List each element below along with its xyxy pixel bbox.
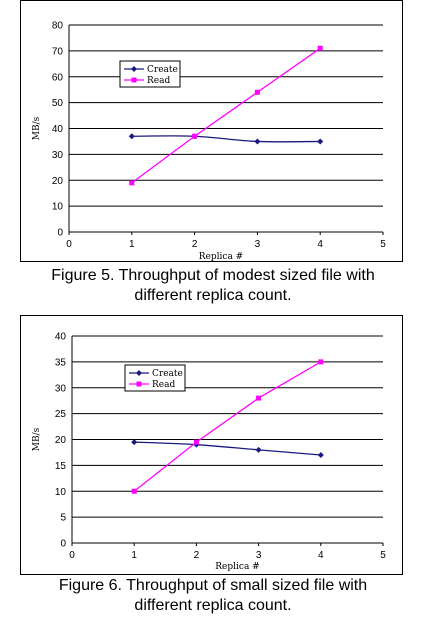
legend-marker-create: [136, 370, 142, 376]
y-tick-label: 35: [55, 357, 67, 368]
data-point-create: [254, 138, 261, 145]
x-tick-label: 4: [318, 550, 324, 561]
y-tick-label: 15: [55, 461, 67, 472]
data-point-read: [317, 45, 323, 51]
x-tick-label: 5: [380, 239, 386, 250]
series-line-read: [133, 361, 322, 492]
series-line-read: [131, 47, 321, 184]
data-point-create: [255, 446, 262, 453]
data-point-create: [128, 133, 135, 140]
data-point-read: [131, 488, 137, 494]
x-tick-label: 1: [129, 239, 135, 250]
data-point-read: [192, 133, 198, 139]
figure-5: 0 10 20 30 40 50 60 70 80 0 1 2 3 4 5 Replica # MB/s Crea…: [0, 0, 426, 304]
caption-line-2: different replica count.: [134, 287, 292, 304]
figure-6: 0 5 10 15 20 25 30 35 40 0 1 2 3 4 5 Replica # MB/s Creat…: [0, 310, 426, 622]
data-point-create: [131, 439, 138, 446]
y-tick-label: 20: [52, 176, 64, 187]
legend-label-read: Read: [152, 380, 175, 390]
x-tick-label: 2: [194, 550, 200, 561]
y-tick-label: 40: [52, 124, 64, 135]
chart-figure-5: 0 10 20 30 40 50 60 70 80 0 1 2 3 4 5 Replica # MB/s Crea…: [32, 21, 386, 263]
data-point-create: [317, 138, 324, 145]
chart-figure-6: 0 5 10 15 20 25 30 35 40 0 1 2 3 4 5 Replica # MB/s Creat…: [32, 332, 386, 573]
y-tick-label: 20: [55, 435, 67, 446]
y-tick-label: 50: [52, 98, 64, 109]
caption-line-2: different replica count.: [134, 597, 292, 614]
y-tick-label: 30: [55, 383, 67, 394]
y-tick-label: 0: [57, 228, 63, 239]
caption-line-1: Figure 6. Throughput of small sized file…: [58, 577, 368, 594]
figure-caption: Figure 5. Throughput of modest sized fil…: [0, 266, 426, 306]
x-tick-label: 3: [256, 550, 262, 561]
y-axis-label: MB/s: [32, 427, 42, 451]
y-axis-label: MB/s: [32, 116, 42, 140]
data-point-read: [193, 439, 199, 445]
legend-label-create: Create: [147, 65, 178, 75]
legend-marker-create: [131, 66, 137, 72]
x-axis-label: Replica #: [199, 252, 243, 262]
y-tick-label: 10: [52, 202, 64, 213]
series-line-create: [134, 441, 321, 456]
x-tick-label: 2: [192, 239, 198, 250]
y-tick-label: 0: [60, 539, 66, 550]
x-tick-label: 3: [255, 239, 261, 250]
y-tick-label: 10: [55, 487, 67, 498]
legend-label-read: Read: [147, 76, 170, 86]
chart-frame: 0 10 20 30 40 50 60 70 80 0 1 2 3 4 5 Replica # MB/s Crea…: [20, 0, 403, 262]
y-tick-label: 70: [52, 46, 64, 57]
x-tick-label: 0: [69, 550, 75, 561]
data-point-read: [254, 89, 260, 95]
y-tick-label: 5: [60, 513, 66, 524]
y-tick-label: 60: [52, 72, 64, 83]
data-point-read: [256, 395, 262, 401]
y-tick-label: 25: [55, 409, 67, 420]
x-tick-label: 5: [380, 550, 386, 561]
y-tick-label: 30: [52, 150, 64, 161]
series-line-create: [131, 135, 321, 143]
caption-line-1: Figure 5. Throughput of modest sized fil…: [51, 267, 375, 284]
y-tick-label: 40: [55, 332, 67, 343]
data-point-read: [318, 359, 324, 365]
x-tick-label: 0: [66, 239, 72, 250]
y-tick-label: 80: [52, 21, 64, 32]
data-point-create: [193, 441, 200, 448]
legend-box: [124, 364, 186, 392]
x-axis-label: Replica #: [215, 562, 259, 572]
data-point-create: [317, 452, 324, 459]
legend-box: [119, 60, 181, 88]
legend-label-create: Create: [152, 369, 183, 379]
legend-marker-read: [131, 77, 137, 83]
x-tick-label: 1: [131, 550, 137, 561]
data-point-read: [129, 180, 135, 186]
chart-frame: 0 5 10 15 20 25 30 35 40 0 1 2 3 4 5 Replica # MB/s Creat…: [20, 315, 403, 575]
legend-marker-read: [136, 381, 142, 387]
x-tick-label: 4: [317, 239, 323, 250]
figure-caption: Figure 6. Throughput of small sized file…: [0, 576, 426, 616]
